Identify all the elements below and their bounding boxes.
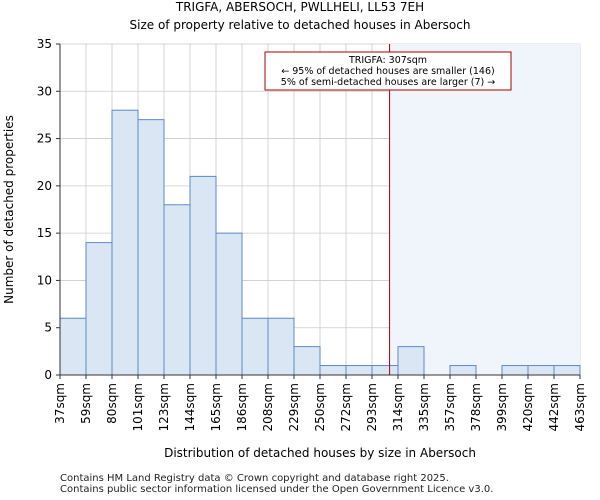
histogram-bar	[345, 365, 373, 376]
histogram-bar	[59, 317, 87, 376]
x-tick-label: 101sqm	[131, 383, 145, 431]
histogram-bar	[319, 365, 347, 376]
histogram-bar	[527, 365, 555, 376]
histogram-bar	[371, 365, 399, 376]
x-tick-label: 463sqm	[573, 383, 587, 431]
x-tick-label: 314sqm	[391, 383, 405, 431]
x-tick-label: 59sqm	[79, 383, 93, 424]
larger-region-highlight	[389, 44, 580, 375]
y-axis-title: Number of detached properties	[2, 115, 16, 304]
histogram-bar	[111, 109, 139, 376]
histogram-bar	[137, 119, 165, 376]
footer-licence: Contains public sector information licen…	[60, 484, 494, 495]
x-tick-label: 357sqm	[443, 383, 457, 431]
histogram-bar	[553, 365, 581, 376]
footer-copyright: Contains HM Land Registry data © Crown c…	[60, 473, 449, 484]
annotation-line: ← 95% of detached houses are smaller (14…	[281, 66, 494, 77]
x-tick-label: 186sqm	[235, 383, 249, 431]
histogram-bar	[189, 175, 217, 376]
histogram-bar	[397, 346, 425, 376]
histogram-bar	[449, 365, 477, 376]
histogram-bar	[215, 232, 243, 376]
x-tick-label: 272sqm	[339, 383, 353, 431]
histogram-bar	[163, 204, 191, 376]
x-tick-label: 335sqm	[417, 383, 431, 431]
y-tick-label: 10	[37, 273, 52, 287]
x-tick-label: 250sqm	[313, 383, 327, 431]
y-tick-label: 20	[37, 179, 52, 193]
x-tick-label: 144sqm	[183, 383, 197, 431]
histogram-bar	[293, 346, 321, 376]
x-axis-title: Distribution of detached houses by size …	[164, 446, 476, 460]
x-tick-label: 229sqm	[287, 383, 301, 431]
histogram-bar	[241, 317, 269, 376]
chart-title: TRIGFA, ABERSOCH, PWLLHELI, LL53 7EH	[175, 0, 425, 14]
histogram-bar	[85, 242, 113, 376]
y-tick-label: 25	[37, 132, 52, 146]
chart-subtitle: Size of property relative to detached ho…	[129, 18, 471, 32]
x-tick-label: 80sqm	[105, 383, 119, 424]
y-tick-label: 0	[44, 368, 52, 382]
x-tick-label: 420sqm	[521, 383, 535, 431]
x-tick-label: 293sqm	[365, 383, 379, 431]
y-tick-label: 15	[37, 226, 52, 240]
x-tick-label: 123sqm	[157, 383, 171, 431]
y-tick-label: 30	[37, 84, 52, 98]
x-tick-label: 378sqm	[469, 383, 483, 431]
histogram-bar	[501, 365, 529, 376]
y-tick-label: 5	[44, 321, 52, 335]
annotation-line: 5% of semi-detached houses are larger (7…	[281, 77, 495, 88]
x-tick-label: 37sqm	[53, 383, 67, 424]
annotation-line: TRIGFA: 307sqm	[348, 55, 427, 66]
x-tick-label: 442sqm	[547, 383, 561, 431]
histogram-bar	[267, 317, 295, 376]
x-tick-label: 165sqm	[209, 383, 223, 431]
y-tick-label: 35	[37, 37, 52, 51]
annotation-box	[264, 51, 512, 91]
x-tick-label: 208sqm	[261, 383, 275, 431]
x-tick-label: 399sqm	[495, 383, 509, 431]
